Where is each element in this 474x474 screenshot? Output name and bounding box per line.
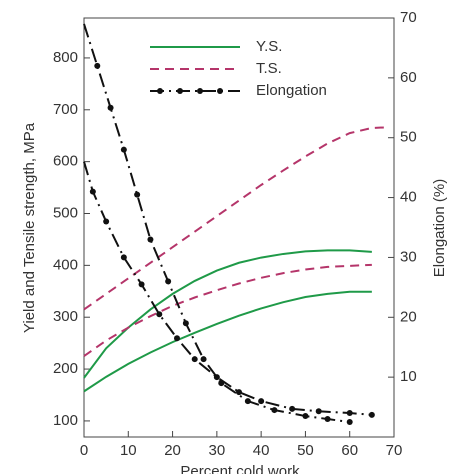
series-marker: [346, 410, 353, 417]
series-marker: [182, 320, 189, 327]
series-marker: [120, 146, 127, 153]
y2-axis-label: Elongation (%): [431, 179, 448, 277]
series-marker: [213, 374, 220, 381]
series-marker: [103, 218, 110, 225]
y2-tick-label: 40: [400, 189, 417, 206]
series-marker: [165, 278, 172, 285]
x-tick-label: 10: [120, 442, 137, 459]
y2-tick-label: 10: [400, 368, 417, 385]
legend-marker: [157, 88, 163, 94]
series-marker: [94, 62, 101, 69]
series-marker: [289, 405, 296, 412]
x-tick-label: 60: [341, 442, 358, 459]
x-tick-label: 30: [209, 442, 226, 459]
series-marker: [302, 413, 309, 420]
series-marker: [258, 398, 265, 405]
series-marker: [236, 389, 242, 396]
series-line: [83, 126, 386, 311]
y-tick-label: 600: [53, 153, 78, 170]
x-tick-label: 0: [80, 442, 88, 459]
y2-tick-label: 70: [400, 9, 417, 26]
series-marker: [271, 407, 278, 414]
y-tick-label: 800: [53, 49, 78, 66]
y-tick-label: 100: [53, 412, 78, 429]
series-marker: [244, 398, 251, 405]
series-marker: [147, 236, 154, 243]
series-marker: [200, 356, 207, 363]
series-line: [83, 263, 372, 357]
series-line: [83, 290, 372, 393]
x-axis-label: Percent cold work: [180, 463, 300, 474]
legend-marker: [177, 88, 183, 94]
x-tick-label: 70: [386, 442, 403, 459]
y-tick-label: 300: [53, 308, 78, 325]
legend-marker: [197, 88, 203, 94]
series-marker: [120, 254, 127, 261]
y2-tick-label: 30: [400, 248, 417, 265]
y2-tick-label: 20: [400, 308, 417, 325]
series-line: [83, 249, 372, 379]
y-tick-label: 700: [53, 101, 78, 118]
series-marker: [107, 104, 114, 111]
series-marker: [134, 191, 141, 198]
plot-frame: [83, 17, 395, 438]
series-marker: [191, 356, 198, 363]
series-line: [83, 161, 372, 416]
y-tick-label: 400: [53, 256, 78, 273]
series-marker: [368, 411, 375, 418]
x-tick-label: 40: [253, 442, 270, 459]
x-tick-label: 50: [297, 442, 314, 459]
y2-tick-label: 60: [400, 69, 417, 86]
series-marker: [174, 335, 180, 342]
legend-marker: [217, 88, 223, 94]
series-marker: [346, 419, 353, 426]
series-marker: [324, 416, 331, 423]
legend-label: T.S.: [256, 60, 282, 77]
legend-label: Elongation: [256, 82, 327, 99]
y-axis-label: Yield and Tensile strength, MPa: [21, 122, 38, 333]
y-tick-label: 200: [53, 360, 78, 377]
series-marker: [89, 188, 96, 195]
y-tick-label: 500: [53, 204, 78, 221]
legend-label: Y.S.: [256, 38, 282, 55]
y2-tick-label: 50: [400, 129, 417, 146]
series-marker: [315, 408, 322, 415]
series-marker: [138, 281, 145, 288]
series-marker: [156, 311, 163, 318]
x-tick-label: 20: [164, 442, 181, 459]
